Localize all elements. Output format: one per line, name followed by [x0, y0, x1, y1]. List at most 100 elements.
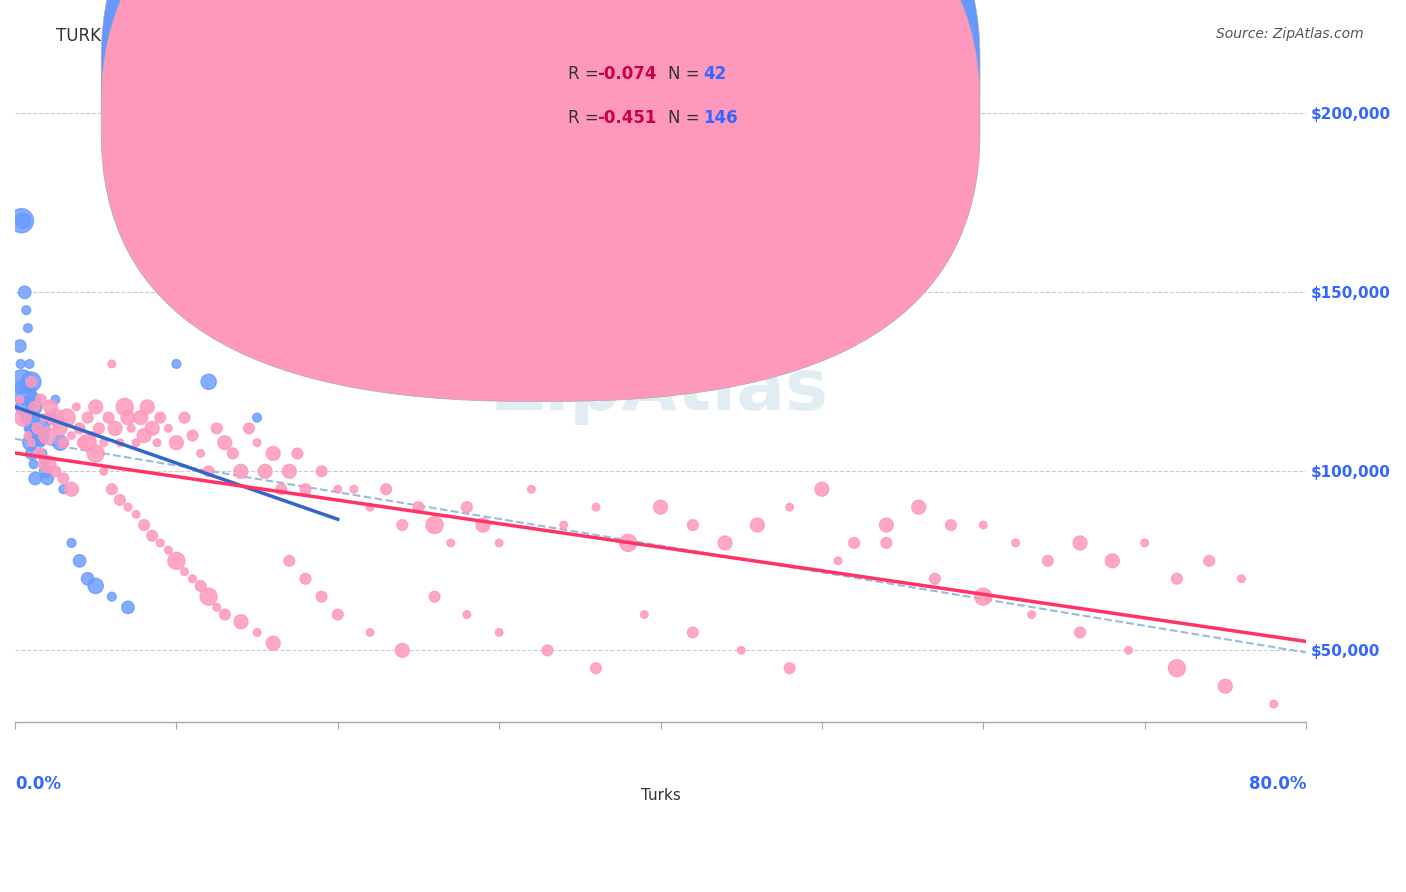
- Point: [585, 661, 607, 675]
- Point: [55, 410, 77, 425]
- Point: [108, 493, 131, 508]
- Point: [326, 482, 349, 496]
- Point: [18, 357, 41, 371]
- Point: [60, 536, 83, 550]
- Point: [14, 400, 37, 414]
- Point: [44, 410, 66, 425]
- Point: [11, 213, 34, 227]
- Point: [82, 428, 104, 442]
- Point: [20, 435, 42, 450]
- Point: [173, 410, 195, 425]
- Point: [536, 643, 558, 657]
- Point: [423, 590, 446, 604]
- Point: [132, 518, 155, 533]
- Point: [93, 464, 115, 478]
- Point: [229, 615, 252, 629]
- Point: [10, 213, 32, 227]
- Point: [617, 536, 640, 550]
- Point: [181, 572, 204, 586]
- Point: [1101, 554, 1123, 568]
- Point: [205, 600, 228, 615]
- Point: [39, 400, 62, 414]
- Point: [924, 572, 946, 586]
- Point: [149, 410, 172, 425]
- Point: [141, 529, 163, 543]
- Point: [287, 446, 309, 460]
- Point: [49, 421, 72, 435]
- Point: [173, 565, 195, 579]
- Point: [488, 625, 510, 640]
- Point: [278, 464, 301, 478]
- Point: [472, 518, 495, 533]
- Point: [17, 321, 39, 335]
- Point: [69, 421, 91, 435]
- Point: [132, 250, 155, 264]
- Point: [25, 410, 48, 425]
- Point: [125, 508, 148, 522]
- Point: [120, 421, 142, 435]
- Point: [52, 471, 75, 485]
- Point: [747, 518, 769, 533]
- Point: [22, 457, 45, 471]
- Point: [197, 590, 219, 604]
- Point: [44, 464, 66, 478]
- Point: [585, 500, 607, 515]
- Point: [32, 453, 55, 467]
- Point: [146, 435, 169, 450]
- Point: [844, 536, 866, 550]
- Point: [1004, 536, 1026, 550]
- Text: R =: R =: [568, 65, 605, 83]
- Point: [1036, 554, 1059, 568]
- Point: [93, 435, 115, 450]
- Point: [553, 518, 575, 533]
- Point: [11, 375, 34, 389]
- Point: [262, 446, 284, 460]
- Point: [129, 410, 152, 425]
- Point: [875, 536, 897, 550]
- Point: [84, 579, 107, 593]
- Point: [190, 446, 212, 460]
- Text: Source: ZipAtlas.com: Source: ZipAtlas.com: [1216, 27, 1364, 41]
- Point: [1230, 572, 1253, 586]
- Point: [1069, 625, 1091, 640]
- Point: [136, 400, 159, 414]
- Text: 42: 42: [703, 65, 727, 83]
- Point: [76, 572, 98, 586]
- Point: [359, 500, 381, 515]
- Point: [907, 500, 929, 515]
- Point: [682, 625, 704, 640]
- Point: [311, 590, 333, 604]
- Point: [650, 500, 672, 515]
- Point: [30, 392, 52, 407]
- Point: [21, 446, 44, 460]
- Point: [76, 435, 98, 450]
- Point: [246, 435, 269, 450]
- Point: [13, 385, 35, 400]
- Point: [408, 500, 430, 515]
- Point: [205, 421, 228, 435]
- Point: [117, 500, 139, 515]
- Text: N =: N =: [668, 65, 704, 83]
- Point: [15, 410, 38, 425]
- Text: 0.0%: 0.0%: [15, 775, 60, 793]
- Point: [222, 446, 245, 460]
- Point: [117, 410, 139, 425]
- Point: [39, 410, 62, 425]
- Point: [60, 428, 83, 442]
- Point: [391, 518, 413, 533]
- Point: [20, 435, 42, 450]
- Point: [27, 421, 49, 435]
- Point: [1213, 679, 1236, 693]
- Point: [117, 600, 139, 615]
- Point: [972, 518, 994, 533]
- Point: [1069, 536, 1091, 550]
- Point: [37, 428, 59, 442]
- Point: [779, 661, 801, 675]
- Point: [246, 410, 269, 425]
- Point: [827, 554, 849, 568]
- Point: [456, 500, 478, 515]
- Point: [101, 357, 124, 371]
- Point: [1118, 643, 1140, 657]
- Point: [27, 421, 49, 435]
- Point: [97, 410, 120, 425]
